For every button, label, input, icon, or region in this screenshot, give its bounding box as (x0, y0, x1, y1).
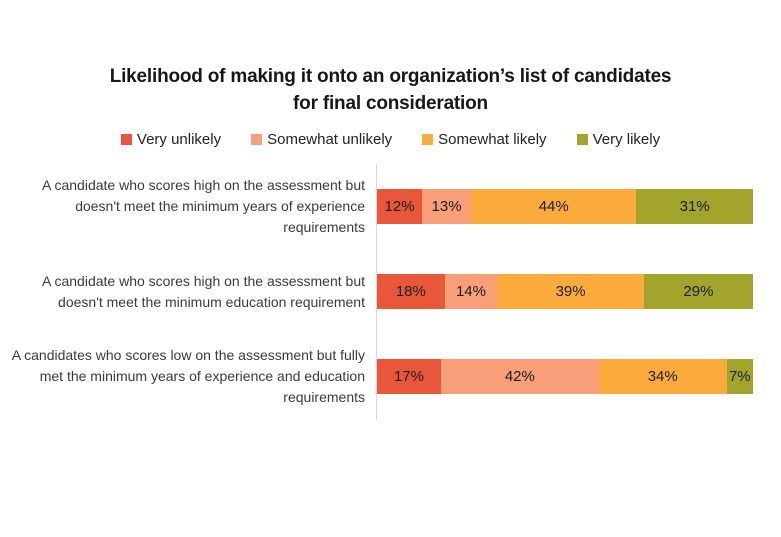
chart-title-line-1: Likelihood of making it onto an organiza… (109, 66, 672, 87)
bar-segment: 29% (643, 274, 753, 309)
legend-swatch-icon (576, 134, 588, 145)
legend-label: Very unlikely (136, 131, 222, 148)
bar-segment: 13% (422, 189, 471, 224)
legend-swatch-icon (251, 134, 263, 145)
bar-segment: 18% (377, 274, 445, 309)
chart-rows: A candidate who scores high on the asses… (0, 164, 754, 419)
legend: Very unlikely Somewhat unlikely Somewhat l… (0, 131, 781, 148)
bar-segment: 39% (497, 274, 644, 309)
stacked-bar: 18% 14% 39% 29% (377, 274, 753, 309)
legend-swatch-icon (422, 134, 434, 145)
chart-row: A candidates who scores low on the asses… (0, 334, 754, 419)
category-label: A candidate who scores high on the asses… (42, 272, 365, 310)
bar-segment: 44% (470, 189, 637, 224)
legend-swatch-icon (120, 134, 132, 145)
bar-segment: 14% (444, 274, 498, 309)
bar-segment: 17% (377, 359, 441, 394)
category-label: A candidates who scores low on the asses… (11, 347, 365, 405)
legend-label: Somewhat unlikely (267, 131, 393, 148)
bar-segment: 31% (636, 189, 753, 224)
bar-segment: 7% (726, 359, 753, 394)
bar-segment: 12% (377, 189, 423, 224)
legend-label: Somewhat likely (438, 131, 547, 148)
stacked-bar: 17% 42% 34% 7% (377, 359, 753, 394)
stacked-bar-chart: A candidate who scores high on the asses… (0, 164, 754, 420)
chart-row: A candidate who scores high on the asses… (0, 164, 754, 249)
chart-title: Likelihood of making it onto an organiza… (61, 63, 721, 117)
stacked-bar: 12% 13% 44% 31% (377, 189, 753, 224)
legend-item: Very likely (576, 131, 661, 148)
chart-title-line-2: for final consideration (293, 93, 488, 114)
chart-row: A candidate who scores high on the asses… (0, 249, 754, 334)
legend-item: Very unlikely (120, 131, 222, 148)
legend-label: Very likely (592, 131, 661, 148)
legend-item: Somewhat likely (422, 131, 547, 148)
legend-item: Somewhat unlikely (251, 131, 392, 148)
axis-line (376, 164, 377, 420)
bar-segment: 34% (598, 359, 727, 394)
category-label: A candidate who scores high on the asses… (42, 177, 365, 235)
bar-segment: 42% (440, 359, 599, 394)
